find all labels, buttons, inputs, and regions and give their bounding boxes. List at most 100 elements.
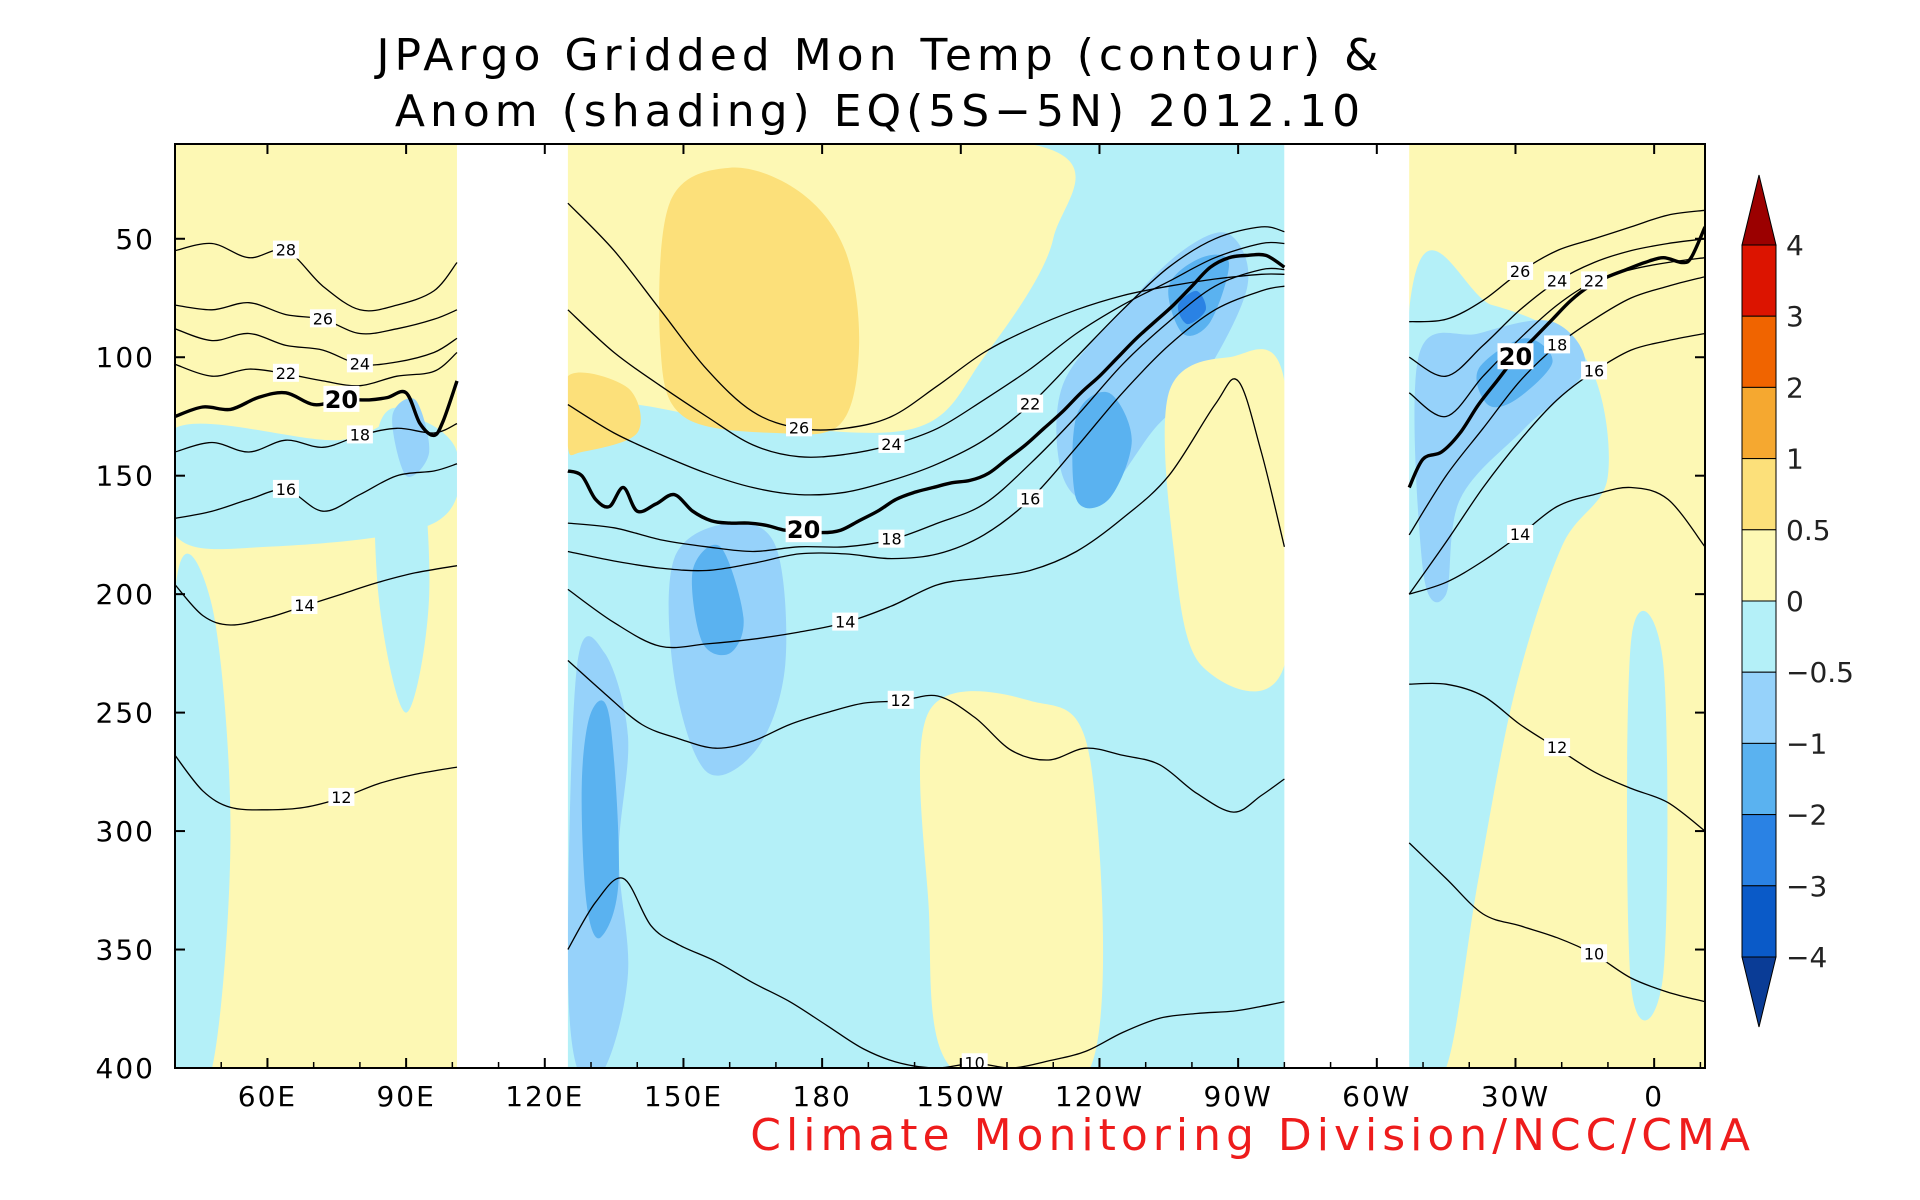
contour-label: 22: [1584, 271, 1604, 290]
colorbar-extend-bottom: [1741, 956, 1777, 1028]
contour-label: 18: [1547, 335, 1567, 354]
contour-label-box: [878, 529, 905, 548]
isotherm-26: [1409, 209, 1705, 323]
anomaly-region: [374, 407, 430, 713]
colorbar-box: [1741, 885, 1777, 958]
contour-label: 16: [1020, 489, 1040, 508]
contour-label: 16: [1584, 361, 1604, 380]
colorbar-label: −0.5: [1786, 656, 1854, 689]
anomaly-region: [510, 351, 1343, 1068]
anomaly-region: [562, 372, 641, 456]
y-tick-label: 100: [96, 341, 155, 374]
isotherm-24: [175, 328, 458, 366]
contour-label-box: [272, 479, 299, 498]
colorbar-label: 4: [1786, 229, 1804, 262]
colorbar-label: 0: [1786, 585, 1804, 618]
isotherm-20: [567, 252, 1286, 535]
y-tick-label: 300: [96, 815, 155, 848]
contour-label-box: [832, 612, 859, 631]
contour-label: 14: [1510, 525, 1530, 544]
colorbar-label: 0.5: [1786, 514, 1831, 547]
colorbar-box: [1741, 671, 1777, 744]
y-tick-label: 200: [96, 578, 155, 611]
y-tick-label: 50: [115, 223, 155, 256]
contour-label: 14: [835, 613, 855, 632]
contour-label-box: [1017, 489, 1044, 508]
x-tick-label: 150W: [916, 1080, 1005, 1113]
colorbar-extend-top: [1741, 174, 1777, 246]
contour-label: 12: [1547, 738, 1567, 757]
contour-label-box: [878, 434, 905, 453]
contour-label: 12: [891, 691, 911, 710]
contour-label-box: [1497, 343, 1534, 370]
contour-label-box: [323, 385, 360, 412]
contour-label-box: [1581, 271, 1608, 290]
anomaly-region: [1072, 391, 1132, 509]
y-axis: 50 100 150 200 250 300 350 400: [96, 223, 1705, 1085]
land-gap: [456, 144, 568, 1068]
x-tick-label: 60W: [1342, 1080, 1411, 1113]
colorbar-box: [1741, 386, 1777, 460]
y-tick-label: 350: [96, 934, 155, 967]
anomaly-region: [392, 398, 430, 477]
contour-label-box: [1017, 394, 1044, 413]
colorbar-box: [1741, 529, 1777, 602]
colorbar-label: −3: [1786, 870, 1827, 903]
anomaly-region: [1164, 349, 1294, 692]
contour-label: 22: [1020, 395, 1040, 414]
contour-label-box: [786, 418, 813, 437]
colorbar-label: 3: [1786, 300, 1804, 333]
contour-label: 26: [789, 418, 809, 437]
contour-label-box: [346, 425, 373, 444]
y-tick-label: 400: [96, 1052, 155, 1085]
chart-title-line-2: Anom (shading) EQ(5S−5N) 2012.10: [395, 86, 1365, 137]
contour-label-box: [887, 690, 914, 709]
isotherm-12: [567, 660, 1285, 813]
colorbar-box: [1741, 458, 1777, 531]
isotherm-10: [567, 877, 1285, 1068]
isotherm-16: [567, 285, 1285, 572]
colorbar-box: [1741, 315, 1777, 388]
contour-label: 24: [350, 354, 370, 373]
isotherm-14: [1408, 486, 1705, 595]
x-tick-label: 180: [792, 1080, 851, 1113]
plot-area: 28 26 24 22 20 18 16 14 12 26 24 22 20 18 16 14 12 10 26 24…: [174, 143, 1706, 1072]
contour-label: 10: [964, 1053, 984, 1072]
contour-label: 16: [276, 480, 296, 499]
anomaly-region: [1177, 290, 1207, 325]
isotherm-28: [175, 242, 458, 312]
isotherm-22: [175, 351, 458, 387]
contour-label: 20: [1499, 343, 1532, 371]
contour-label-box: [1507, 261, 1534, 280]
x-tick-label: 30W: [1481, 1080, 1550, 1113]
contour-label-box: [961, 1053, 988, 1072]
credit-text: Climate Monitoring Division/NCC/CMA: [750, 1110, 1755, 1161]
isotherm-24: [567, 241, 1285, 458]
contour-label-box: [785, 516, 822, 543]
anomaly-region: [659, 167, 860, 435]
contour-label: 20: [325, 386, 358, 414]
isotherm-16: [1408, 332, 1705, 595]
contour-label: 26: [313, 309, 333, 328]
y-tick-label: 250: [96, 697, 155, 730]
anomaly-region: [581, 700, 619, 939]
isotherm-20: [1407, 226, 1705, 489]
x-tick-label: 120E: [505, 1080, 584, 1113]
isotherm-22: [1408, 257, 1705, 418]
anomaly-region: [691, 544, 744, 656]
isotherm-12: [175, 754, 458, 811]
isotherm-26: [567, 202, 1285, 431]
x-tick-label: 90W: [1203, 1080, 1272, 1113]
isotherm-18: [175, 422, 458, 453]
contour-label-box: [309, 309, 336, 328]
chart-title-line-1: JPArgo Gridded Mon Temp (contour) &: [374, 30, 1384, 81]
contour-label-box: [272, 363, 299, 382]
x-tick-label: 60E: [238, 1080, 297, 1113]
contour-label: 20: [787, 516, 820, 544]
isotherm-16: [175, 463, 458, 519]
colorbar-box: [1741, 600, 1777, 673]
contour-label: 18: [881, 530, 901, 549]
contour-label: 12: [331, 788, 351, 807]
contour-label: 14: [294, 596, 314, 615]
